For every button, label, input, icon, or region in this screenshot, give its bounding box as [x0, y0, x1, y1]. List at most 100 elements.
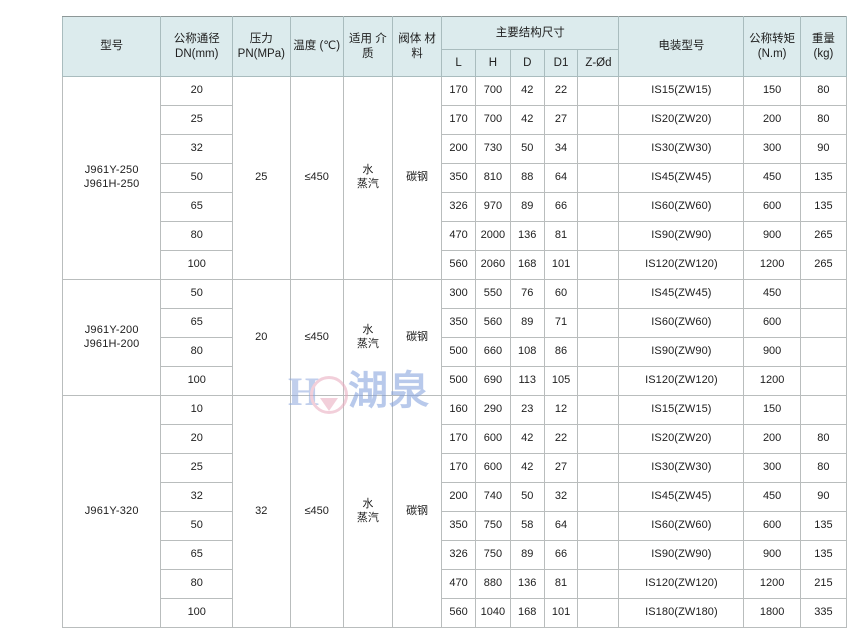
table-row: 100 560 2060 168 101 IS120(ZW120) 1200 265	[63, 250, 847, 280]
cell-torque: 450	[743, 482, 801, 512]
cell-D: 89	[509, 308, 545, 338]
cell-actuator: IS15(ZW15)	[618, 395, 745, 425]
cell-weight: 80	[799, 453, 847, 483]
cell-actuator: IS20(ZW20)	[618, 105, 745, 135]
cell-weight	[799, 308, 847, 338]
cell-Zd	[577, 134, 620, 164]
cell-weight: 135	[799, 163, 847, 193]
cell-actuator: IS90(ZW90)	[618, 337, 745, 367]
table-row: J961Y-320 10 32 ≤450 水 蒸汽 碳钢 160 290 23 12 IS15(ZW…	[61, 395, 847, 628]
cell-L: 470	[441, 569, 476, 599]
cell-L: 170	[441, 424, 476, 454]
cell-dn: 50	[160, 279, 234, 309]
cell-H: 1040	[474, 598, 511, 628]
col-header-dim-d: D	[509, 49, 545, 77]
col-header-weight: 重量 (kg)	[799, 16, 847, 77]
cell-actuator: IS180(ZW180)	[618, 598, 745, 628]
cell-H: 2060	[474, 250, 511, 280]
cell-actuator: IS45(ZW45)	[618, 279, 745, 309]
cell-torque: 450	[743, 163, 801, 193]
cell-weight: 135	[799, 540, 847, 570]
cell-dn: 65	[160, 308, 234, 338]
cell-D1: 101	[543, 598, 579, 628]
cell-D1: 64	[543, 163, 579, 193]
cell-Zd	[577, 569, 620, 599]
table-row: 25 170 600 42 27 IS30(ZW30) 300 80	[63, 453, 847, 483]
cell-dn: 100	[160, 598, 234, 628]
cell-D1: 81	[543, 569, 579, 599]
cell-Zd	[577, 337, 620, 367]
table-row: 20 170 600 42 22 IS20(ZW20) 200 80	[63, 424, 847, 454]
cell-H: 810	[474, 163, 511, 193]
col-header-dim-l: L	[441, 49, 476, 77]
cell-torque: 600	[743, 308, 801, 338]
cell-Zd	[577, 395, 620, 425]
cell-torque: 600	[743, 511, 801, 541]
table-row: J961Y-200 J961H-200 50 20 ≤450 水 蒸汽 碳钢 300 550 7…	[61, 279, 847, 396]
cell-model: J961Y-320	[61, 395, 162, 628]
cell-dn: 100	[160, 250, 234, 280]
cell-torque: 900	[743, 337, 801, 367]
cell-weight: 135	[799, 192, 847, 222]
cell-torque: 150	[743, 76, 801, 106]
cell-torque: 150	[743, 395, 801, 425]
cell-D1: 27	[543, 453, 579, 483]
col-header-dim-d1: D1	[543, 49, 579, 77]
cell-Zd	[577, 308, 620, 338]
table-row: 100 560 1040 168 101 IS180(ZW180) 1800 335	[63, 598, 847, 628]
cell-D: 136	[509, 221, 545, 251]
cell-dn: 80	[160, 569, 234, 599]
cell-Zd	[577, 540, 620, 570]
cell-Zd	[577, 424, 620, 454]
cell-L: 170	[441, 105, 476, 135]
table-row: 65 326 750 89 66 IS90(ZW90) 900 135	[63, 540, 847, 570]
cell-H: 750	[474, 511, 511, 541]
cell-Zd	[577, 453, 620, 483]
cell-L: 160	[441, 395, 476, 425]
cell-H: 740	[474, 482, 511, 512]
table-row: 65 326 970 89 66 IS60(ZW60) 600 135	[63, 192, 847, 222]
cell-model: J961Y-200 J961H-200	[61, 279, 162, 396]
cell-L: 200	[441, 482, 476, 512]
cell-L: 170	[441, 453, 476, 483]
cell-D1: 32	[543, 482, 579, 512]
cell-weight: 215	[799, 569, 847, 599]
cell-D: 108	[509, 337, 545, 367]
cell-D1: 105	[543, 366, 579, 396]
cell-torque: 200	[743, 105, 801, 135]
cell-weight	[799, 337, 847, 367]
cell-Zd	[577, 76, 620, 106]
cell-actuator: IS90(ZW90)	[618, 540, 745, 570]
cell-weight: 335	[799, 598, 847, 628]
cell-temperature: ≤450	[289, 395, 344, 628]
col-header-dim-zd: Z-Ød	[577, 49, 620, 77]
col-header-body-material: 阀体 材料	[391, 16, 443, 77]
cell-D1: 81	[543, 221, 579, 251]
cell-medium: 水 蒸汽	[342, 76, 393, 280]
cell-torque: 1200	[743, 569, 801, 599]
cell-Zd	[577, 482, 620, 512]
cell-D: 88	[509, 163, 545, 193]
cell-dn: 32	[160, 134, 234, 164]
cell-H: 970	[474, 192, 511, 222]
cell-weight: 265	[799, 221, 847, 251]
cell-D1: 64	[543, 511, 579, 541]
cell-dn: 10	[160, 395, 234, 425]
cell-D: 50	[509, 134, 545, 164]
cell-temperature: ≤450	[289, 76, 344, 280]
cell-torque: 450	[743, 279, 801, 309]
cell-weight: 80	[799, 105, 847, 135]
cell-L: 500	[441, 366, 476, 396]
cell-actuator: IS60(ZW60)	[618, 192, 745, 222]
cell-actuator: IS20(ZW20)	[618, 424, 745, 454]
cell-dn: 25	[160, 453, 234, 483]
cell-D: 89	[509, 540, 545, 570]
cell-temperature: ≤450	[289, 279, 344, 396]
cell-D: 50	[509, 482, 545, 512]
cell-dn: 50	[160, 163, 234, 193]
table-row: 50 350 810 88 64 IS45(ZW45) 450 135	[63, 163, 847, 193]
table-row: 65 350 560 89 71 IS60(ZW60) 600	[63, 308, 847, 338]
cell-torque: 300	[743, 134, 801, 164]
cell-actuator: IS90(ZW90)	[618, 221, 745, 251]
cell-L: 350	[441, 163, 476, 193]
